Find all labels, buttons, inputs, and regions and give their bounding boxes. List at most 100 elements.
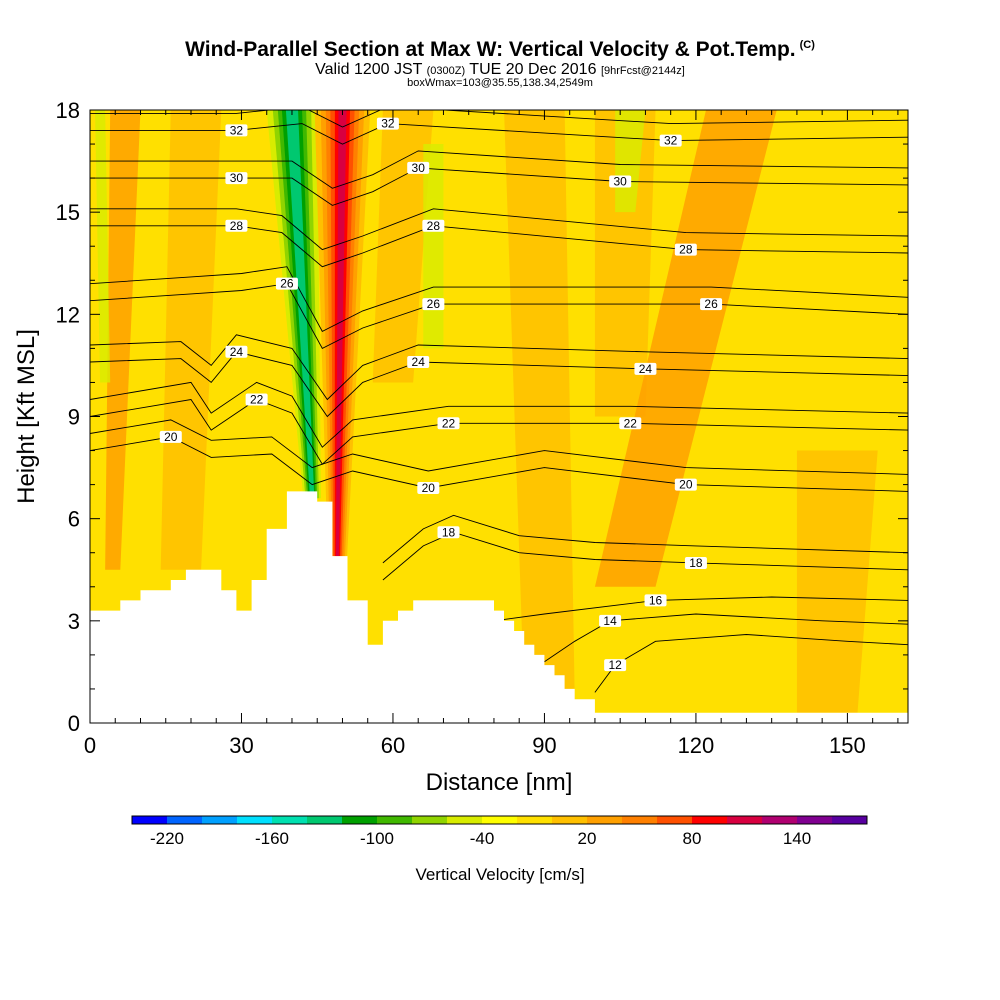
contour-label-box: [644, 594, 667, 607]
isentrope-24: [90, 351, 908, 418]
contour-label-box: [599, 614, 622, 627]
contour-label: 18: [689, 556, 703, 570]
contour-label-box: [659, 134, 682, 147]
colorbar-tick-label: -40: [470, 829, 495, 848]
colorbar-swatch: [132, 816, 168, 824]
y-tick-label: 12: [56, 302, 80, 327]
terrain: [90, 491, 908, 723]
contour-label: 24: [412, 355, 426, 369]
colorbar-swatch: [272, 816, 308, 824]
isentrope-minor: [90, 150, 908, 189]
contour-label: 16: [649, 593, 663, 607]
contour-label-box: [619, 417, 642, 430]
colorbar-swatch: [587, 816, 623, 824]
contour-label-box: [225, 172, 248, 185]
contour-label: 20: [164, 430, 178, 444]
contour-label-box: [376, 117, 399, 130]
contour-label: 26: [280, 277, 294, 291]
colorbar-tick-label: -100: [360, 829, 394, 848]
x-axis-label: Distance [nm]: [426, 769, 573, 796]
contour-label: 30: [614, 175, 628, 189]
colorbar-swatch: [202, 816, 238, 824]
colorbar-swatch: [517, 816, 553, 824]
contour-label: 18: [442, 525, 456, 539]
colorbar-swatch: [342, 816, 378, 824]
contour-label-box: [159, 430, 182, 443]
contour-label-box: [437, 417, 460, 430]
colorbar-swatch: [412, 816, 448, 824]
downdraft-contour: [285, 110, 315, 499]
velocity-band: [105, 110, 141, 570]
colorbar-tick-label: 140: [783, 829, 811, 848]
contour-label-box: [245, 393, 268, 406]
velocity-band: [423, 144, 444, 349]
colorbar-tick-label: -220: [150, 829, 184, 848]
isentrope-minor: [90, 110, 908, 128]
isentrope-26: [90, 283, 908, 349]
contour-label-box: [604, 659, 627, 672]
contour-label: 22: [442, 416, 456, 430]
contour-label-box: [225, 219, 248, 232]
y-tick-label: 18: [56, 98, 80, 123]
contour-label-box: [275, 277, 298, 290]
x-tick-label: 90: [532, 733, 556, 758]
colorbar-swatch: [377, 816, 413, 824]
colorbar-swatch: [832, 816, 868, 824]
colorbar-swatch: [622, 816, 658, 824]
colorbar-swatch: [482, 816, 518, 824]
contour-label: 26: [427, 297, 441, 311]
contour-label: 28: [679, 243, 693, 257]
x-tick-label: 60: [381, 733, 405, 758]
y-tick-label: 0: [68, 711, 80, 736]
isentrope-20: [90, 436, 908, 492]
contour-label-box: [407, 356, 430, 369]
contour-label-box: [437, 526, 460, 539]
contour-label-box: [609, 175, 632, 188]
chart-subtitle: Valid 1200 JST (0300Z) TUE 20 Dec 2016 […: [315, 61, 685, 78]
chart-title: Wind-Parallel Section at Max W: Vertical…: [185, 38, 815, 61]
contour-label: 28: [427, 219, 441, 233]
isentrope-minor: [90, 419, 908, 475]
copyright-mark: (C): [799, 39, 815, 51]
velocity-band: [372, 110, 434, 383]
contour-label: 24: [230, 345, 244, 359]
isentrope-minor: [90, 266, 908, 332]
colorbar-tick-label: 80: [683, 829, 702, 848]
contour-label: 32: [664, 134, 678, 148]
colorbar-swatch: [447, 816, 483, 824]
isentrope-14: [544, 613, 908, 663]
contour-label-box: [634, 362, 657, 375]
colorbar-tick-label: 20: [578, 829, 597, 848]
contour-label: 26: [704, 297, 718, 311]
colorbar-swatch: [762, 816, 798, 824]
colorbar-swatch: [692, 816, 728, 824]
velocity-band: [796, 450, 878, 713]
contour-label: 24: [639, 362, 653, 376]
isentrope-minor: [382, 514, 908, 564]
contour-label: 22: [624, 416, 638, 430]
isentrope-minor: [90, 208, 908, 251]
x-tick-label: 30: [229, 733, 253, 758]
contour-label-box: [225, 345, 248, 358]
contour-label: 22: [250, 392, 264, 406]
y-axis-label: Height [Kft MSL]: [13, 329, 40, 504]
y-tick-label: 15: [56, 200, 80, 225]
colorbar-swatch: [797, 816, 833, 824]
contour-label: 32: [230, 123, 244, 137]
contour-label: 30: [412, 161, 426, 175]
colorbar-swatch: [727, 816, 763, 824]
colorbar-swatch: [237, 816, 273, 824]
contour-label: 32: [381, 117, 395, 131]
contour-label: 20: [679, 478, 693, 492]
x-tick-label: 150: [829, 733, 866, 758]
contour-label-box: [422, 298, 445, 311]
colorbar-swatch: [657, 816, 693, 824]
y-tick-label: 9: [68, 405, 80, 430]
contour-label: 14: [603, 614, 617, 628]
plot-area: 32 32 32 30 30 30 28 28 28 26 26 26 24 24 24 22 22 22 20 20…: [90, 110, 908, 723]
contour-label: 12: [608, 658, 622, 672]
velocity-band: [504, 110, 575, 700]
colorbar-swatch: [552, 816, 588, 824]
colorbar-swatch: [167, 816, 203, 824]
